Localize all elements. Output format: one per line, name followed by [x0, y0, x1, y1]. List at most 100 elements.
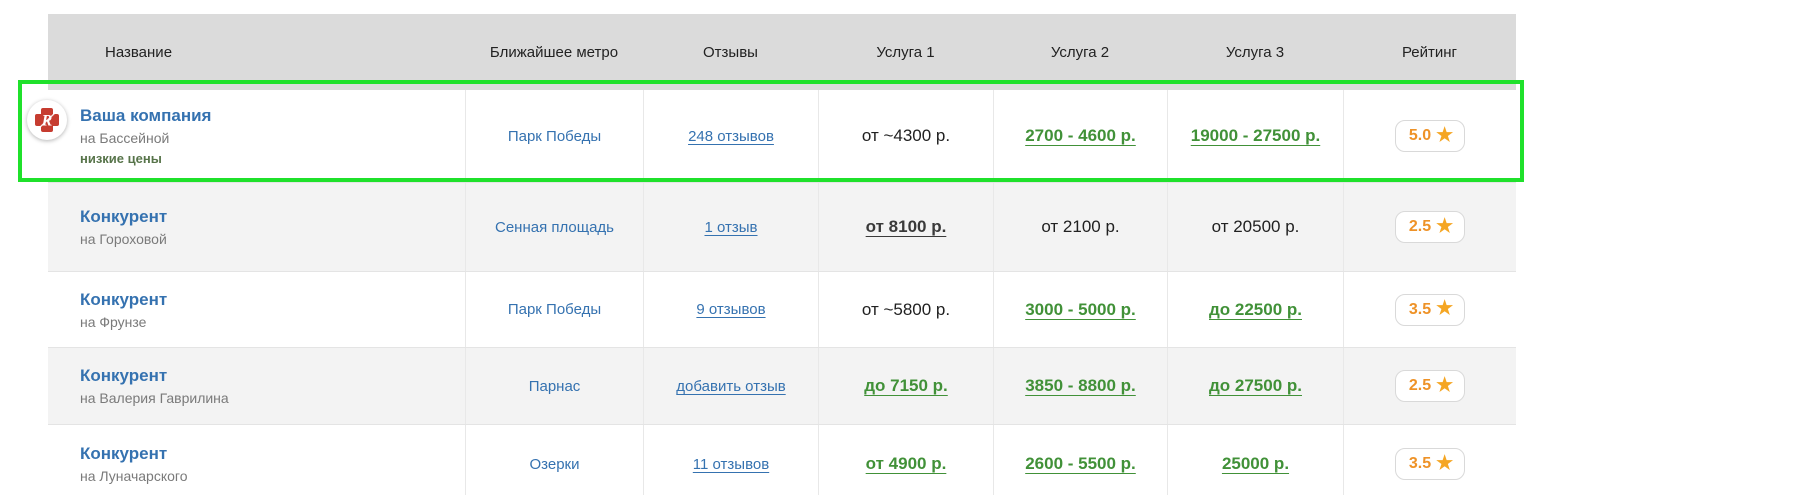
reviews-cell: 11 отзывов: [643, 425, 818, 495]
service3-price-link[interactable]: до 27500 р.: [1208, 376, 1302, 395]
service2-price-link[interactable]: 2700 - 4600 р.: [1025, 126, 1136, 145]
company-address: на Бассейной: [80, 130, 170, 146]
company-address: на Гороховой: [80, 231, 167, 247]
metro-link[interactable]: Озерки: [529, 455, 580, 473]
rating-value: 3.5: [1408, 300, 1432, 318]
service3-cell: 19000 - 27500 р.: [1167, 90, 1343, 182]
company-address: на Валерия Гаврилина: [80, 390, 229, 406]
company-cell: Конкурент на Луначарского: [48, 425, 465, 495]
company-cell: Конкурент на Валерия Гаврилина: [48, 348, 465, 424]
metro-cell: Парк Победы: [465, 90, 643, 182]
service1-price-link[interactable]: до 7150 р.: [864, 376, 948, 395]
service2-price-link[interactable]: 3850 - 8800 р.: [1025, 376, 1136, 395]
reviews-cell: добавить отзыв: [643, 348, 818, 424]
rating-badge[interactable]: 3.5 ★: [1394, 293, 1466, 326]
rating-cell: 2.5 ★: [1343, 348, 1516, 424]
header-service1: Услуга 1: [876, 43, 935, 61]
metro-cell: Парк Победы: [465, 272, 643, 347]
star-icon: ★: [1436, 298, 1454, 319]
company-address: на Фрунзе: [80, 313, 147, 330]
star-icon: ★: [1436, 124, 1454, 146]
star-icon: ★: [1436, 215, 1454, 237]
header-reviews: Отзывы: [703, 43, 758, 61]
service2-cell: 3000 - 5000 р.: [993, 272, 1167, 347]
service1-price: от ~5800 р.: [861, 299, 951, 319]
service1-price-link[interactable]: от 4900 р.: [865, 454, 947, 473]
service3-cell: 25000 р.: [1167, 425, 1343, 495]
reviews-cell: 1 отзыв: [643, 183, 818, 271]
service3-price: от 20500 р.: [1211, 217, 1300, 236]
header-service2: Услуга 2: [1050, 43, 1110, 61]
star-icon: ★: [1436, 452, 1454, 474]
service3-cell: до 22500 р.: [1167, 272, 1343, 347]
metro-cell: Парнас: [465, 348, 643, 424]
header-rating: Рейтинг: [1401, 43, 1458, 61]
service3-cell: до 27500 р.: [1167, 348, 1343, 424]
table-row: Конкурент на Валерия Гаврилина Парнас до…: [48, 347, 1516, 424]
rating-cell: 5.0 ★: [1343, 90, 1516, 182]
service2-cell: 2700 - 4600 р.: [993, 90, 1167, 182]
company-note: низкие цены: [80, 151, 162, 166]
table-row: Конкурент на Луначарского Озерки 11 отзы…: [48, 424, 1516, 495]
table-row: Конкурент на Гороховой Сенная площадь 1 …: [48, 182, 1516, 271]
service2-cell: от 2100 р.: [993, 183, 1167, 271]
service1-cell: от 8100 р.: [818, 183, 993, 271]
table-header: Название Ближайшее метро Отзывы Услуга 1…: [48, 14, 1516, 90]
rating-badge[interactable]: 2.5 ★: [1394, 211, 1466, 243]
service3-cell: от 20500 р.: [1167, 183, 1343, 271]
company-name-link[interactable]: Конкурент: [80, 289, 168, 309]
service2-cell: 2600 - 5500 р.: [993, 425, 1167, 495]
add-review-link[interactable]: добавить отзыв: [676, 377, 786, 395]
rating-cell: 2.5 ★: [1343, 183, 1516, 271]
company-cell: Конкурент на Фрунзе: [48, 272, 465, 347]
company-logo: R: [27, 100, 67, 140]
service3-price-link[interactable]: до 22500 р.: [1208, 299, 1302, 319]
metro-link[interactable]: Парнас: [528, 377, 581, 395]
service1-cell: от 4900 р.: [818, 425, 993, 495]
rating-cell: 3.5 ★: [1343, 425, 1516, 495]
rating-badge[interactable]: 5.0 ★: [1394, 120, 1466, 152]
service2-price-link[interactable]: 3000 - 5000 р.: [1025, 299, 1136, 319]
service2-cell: 3850 - 8800 р.: [993, 348, 1167, 424]
reviews-link[interactable]: 248 отзывов: [688, 127, 774, 145]
company-cell: Ваша компания на Бассейной низкие цены: [48, 90, 465, 182]
reviews-link[interactable]: 11 отзывов: [692, 455, 770, 473]
reviews-cell: 9 отзывов: [643, 272, 818, 347]
metro-cell: Озерки: [465, 425, 643, 495]
company-address: на Луначарского: [80, 468, 188, 484]
table-row-own-company: Ваша компания на Бассейной низкие цены П…: [48, 90, 1516, 182]
service1-cell: от ~4300 р.: [818, 90, 993, 182]
table-row: Конкурент на Фрунзе Парк Победы 9 отзыво…: [48, 271, 1516, 347]
metro-link[interactable]: Сенная площадь: [494, 218, 614, 236]
service3-price-link[interactable]: 19000 - 27500 р.: [1190, 126, 1321, 145]
company-name-link[interactable]: Конкурент: [80, 444, 168, 463]
service2-price-link[interactable]: 2600 - 5500 р.: [1025, 454, 1136, 473]
metro-cell: Сенная площадь: [465, 183, 643, 271]
service3-price-link[interactable]: 25000 р.: [1221, 454, 1290, 473]
rating-badge[interactable]: 2.5 ★: [1394, 370, 1466, 402]
reviews-link[interactable]: 9 отзывов: [696, 301, 766, 318]
service2-price: от 2100 р.: [1041, 217, 1120, 236]
header-metro: Ближайшее метро: [489, 43, 619, 61]
svg-text:R: R: [41, 113, 53, 130]
metro-link[interactable]: Парк Победы: [507, 301, 602, 318]
company-name-link[interactable]: Ваша компания: [80, 106, 212, 125]
rating-value: 2.5: [1408, 218, 1432, 235]
rating-badge[interactable]: 3.5 ★: [1394, 448, 1466, 480]
company-name-link[interactable]: Конкурент: [80, 366, 168, 385]
company-name-link[interactable]: Конкурент: [80, 207, 168, 226]
service1-price-link[interactable]: от 8100 р.: [865, 217, 947, 236]
service1-cell: от ~5800 р.: [818, 272, 993, 347]
competitors-table: Название Ближайшее метро Отзывы Услуга 1…: [48, 14, 1516, 495]
rating-value: 3.5: [1408, 455, 1432, 472]
header-service3: Услуга 3: [1225, 43, 1285, 61]
service1-cell: до 7150 р.: [818, 348, 993, 424]
star-icon: ★: [1436, 374, 1454, 396]
metro-link[interactable]: Парк Победы: [507, 127, 602, 145]
reviews-link[interactable]: 1 отзыв: [704, 218, 758, 236]
rating-cell: 3.5 ★: [1343, 272, 1516, 347]
red-cross-logo-icon: R: [35, 108, 59, 132]
header-name: Название: [105, 43, 173, 61]
service1-price: от ~4300 р.: [861, 126, 951, 145]
